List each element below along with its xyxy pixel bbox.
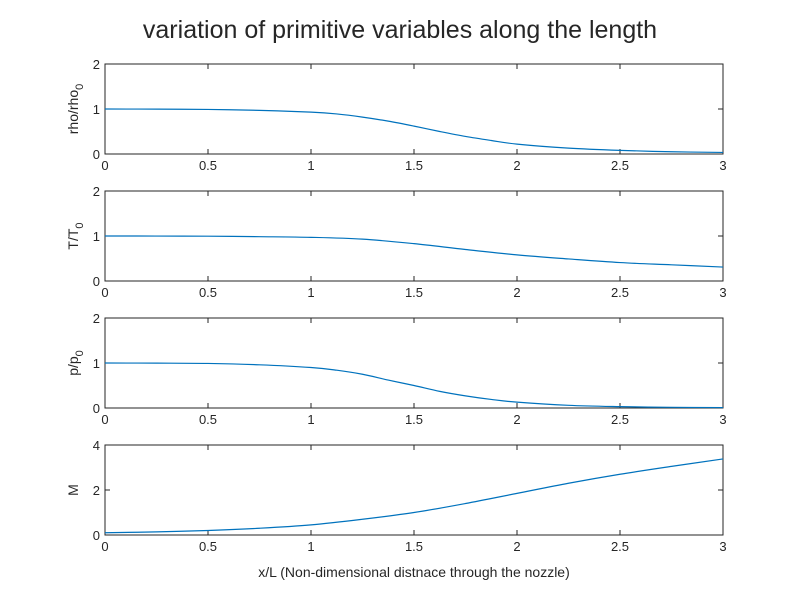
x-tick-label: 2 <box>513 158 520 173</box>
x-tick-label: 2.5 <box>611 412 629 427</box>
y-tick-label: 1 <box>93 102 100 117</box>
y-axis-label-subscript: 0 <box>74 84 86 90</box>
x-tick-label: 2 <box>513 412 520 427</box>
y-axis-label-main: rho/rho <box>65 90 81 135</box>
x-tick-label: 1 <box>307 539 314 554</box>
x-tick-label: 2.5 <box>611 158 629 173</box>
x-tick-label: 2.5 <box>611 285 629 300</box>
y-axis-label: rho/rho0 <box>65 84 86 134</box>
x-tick-label: 3 <box>719 412 726 427</box>
y-tick-label: 0 <box>93 401 100 416</box>
x-tick-label: 1 <box>307 158 314 173</box>
figure-title: variation of primitive variables along t… <box>143 16 657 44</box>
y-axis-label-main: p/p <box>65 356 81 376</box>
x-tick-label: 2.5 <box>611 539 629 554</box>
y-axis-label-main: T/T <box>65 228 81 249</box>
y-axis-label-main: M <box>65 484 81 496</box>
x-tick-label: 0 <box>101 158 108 173</box>
series-line <box>104 362 724 409</box>
subplot-4: 0 0.5 1 1.5 2 2.5 3 0 2 4 Mx/L (Non-dimensional di… <box>65 438 727 580</box>
y-axis-label: M <box>65 484 81 496</box>
plot-frame <box>104 444 724 536</box>
x-tick-label: 0.5 <box>199 158 217 173</box>
x-tick-label: 1 <box>307 285 314 300</box>
x-tick-label: 1.5 <box>405 412 423 427</box>
x-tick-label: 1 <box>307 412 314 427</box>
series-line <box>104 108 724 154</box>
x-tick-label: 1.5 <box>405 539 423 554</box>
x-tick-label: 0.5 <box>199 412 217 427</box>
y-tick-label: 1 <box>93 229 100 244</box>
x-tick-label: 0 <box>101 285 108 300</box>
x-tick-label: 2 <box>513 539 520 554</box>
y-axis-label-subscript: 0 <box>74 350 86 356</box>
x-axis-label: x/L (Non-dimensional distnace through th… <box>258 564 570 580</box>
x-tick-label: 1.5 <box>405 158 423 173</box>
x-tick-label: 1.5 <box>405 285 423 300</box>
x-tick-label: 0 <box>101 539 108 554</box>
x-tick-label: 3 <box>719 539 726 554</box>
x-tick-label: 3 <box>719 158 726 173</box>
y-tick-label: 2 <box>93 184 100 199</box>
x-tick-label: 0.5 <box>199 539 217 554</box>
x-tick-label: 0.5 <box>199 285 217 300</box>
y-tick-label: 0 <box>93 274 100 289</box>
y-axis-label-subscript: 0 <box>74 222 86 228</box>
y-tick-label: 0 <box>93 147 100 162</box>
y-tick-label: 4 <box>93 438 100 453</box>
series-line <box>104 458 724 534</box>
y-tick-label: 2 <box>93 483 100 498</box>
y-tick-label: 1 <box>93 356 100 371</box>
y-axis-label: p/p0 <box>65 350 86 376</box>
series-line <box>104 235 724 268</box>
y-tick-label: 2 <box>93 311 100 326</box>
x-tick-label: 3 <box>719 285 726 300</box>
x-tick-label: 0 <box>101 412 108 427</box>
y-tick-label: 2 <box>93 57 100 72</box>
x-tick-label: 2 <box>513 285 520 300</box>
y-axis-label: T/T0 <box>65 222 86 249</box>
y-tick-label: 0 <box>93 528 100 543</box>
